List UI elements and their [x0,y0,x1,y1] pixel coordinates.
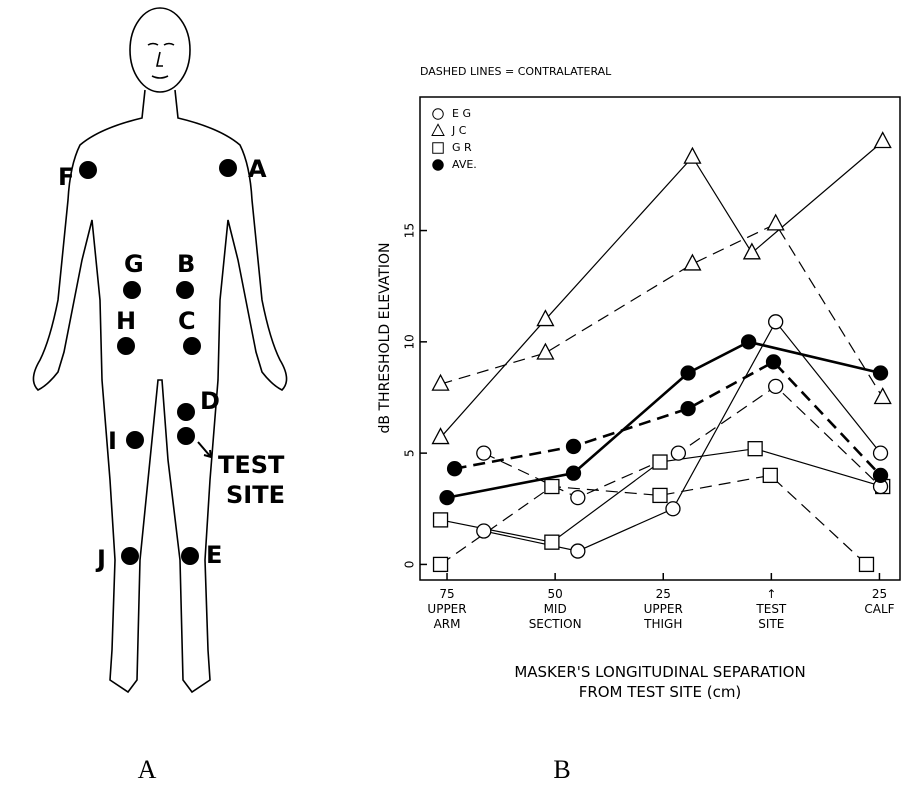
series-line [441,224,883,398]
marker [744,244,760,259]
marker [434,513,448,527]
figure: F A G B H C D I J E TESTSITE A B DASHED … [0,0,912,805]
legend-label: E G [452,107,471,120]
y-tick-label: 5 [403,449,417,457]
marker [477,446,491,460]
marker [653,455,667,469]
marker [859,557,873,571]
stimulus-sites [79,159,237,565]
marker [681,402,695,416]
legend-label: G R [452,141,472,154]
marker [567,439,581,453]
marker [874,366,888,380]
legend-entry: AVE. [433,158,477,171]
marker [571,544,585,558]
marker [666,502,680,516]
marker [769,379,783,393]
legend-label: J C [451,124,467,137]
marker [742,335,756,349]
site-label: H [116,307,136,335]
marker [684,148,700,163]
marker [545,480,559,494]
legend-marker [433,160,444,171]
marker [440,491,454,505]
marker [545,535,559,549]
legend-label: AVE. [452,158,477,171]
page: F A G B H C D I J E TESTSITE A B DASHED … [0,0,912,805]
marker [567,466,581,480]
legend-marker [433,143,444,154]
marker [571,491,585,505]
legend-entry: J C [432,124,467,137]
y-axis-label: dB THRESHOLD ELEVATION [377,243,393,434]
site-label: F [58,163,74,191]
marker [875,388,891,403]
legend-marker [433,109,444,120]
plot-frame [420,97,900,580]
marker [874,446,888,460]
site-label: G [124,250,144,278]
y-tick-label: 0 [403,561,417,569]
caption: A [138,755,157,784]
marker [477,524,491,538]
legend-marker [432,124,444,135]
y-tick-label: 15 [403,223,417,238]
series-line [484,386,881,497]
body-outline [33,8,286,692]
marker [874,468,888,482]
markers [433,133,891,572]
site-label: A [248,155,267,183]
marker [448,462,462,476]
site-label: J [95,545,106,573]
marker [875,133,891,148]
annotation: DASHED LINES = CONTRALATERAL [420,65,612,78]
marker [763,468,777,482]
marker [768,215,784,230]
marker [767,355,781,369]
marker [537,344,553,359]
site-label: D [200,387,220,415]
series-line [441,142,883,438]
site-label: I [108,427,117,455]
site-label: C [178,307,196,335]
legend-entry: G R [433,141,472,154]
marker [653,488,667,502]
marker [769,315,783,329]
marker [671,446,685,460]
marker [748,442,762,456]
y-tick-label: 10 [403,334,417,349]
marker [681,366,695,380]
legend-entry: E G [433,107,471,120]
marker [434,557,448,571]
series-line [447,342,881,498]
marker [684,255,700,270]
site-label: E [206,541,222,569]
site-label: B [177,250,195,278]
caption: B [553,755,570,784]
